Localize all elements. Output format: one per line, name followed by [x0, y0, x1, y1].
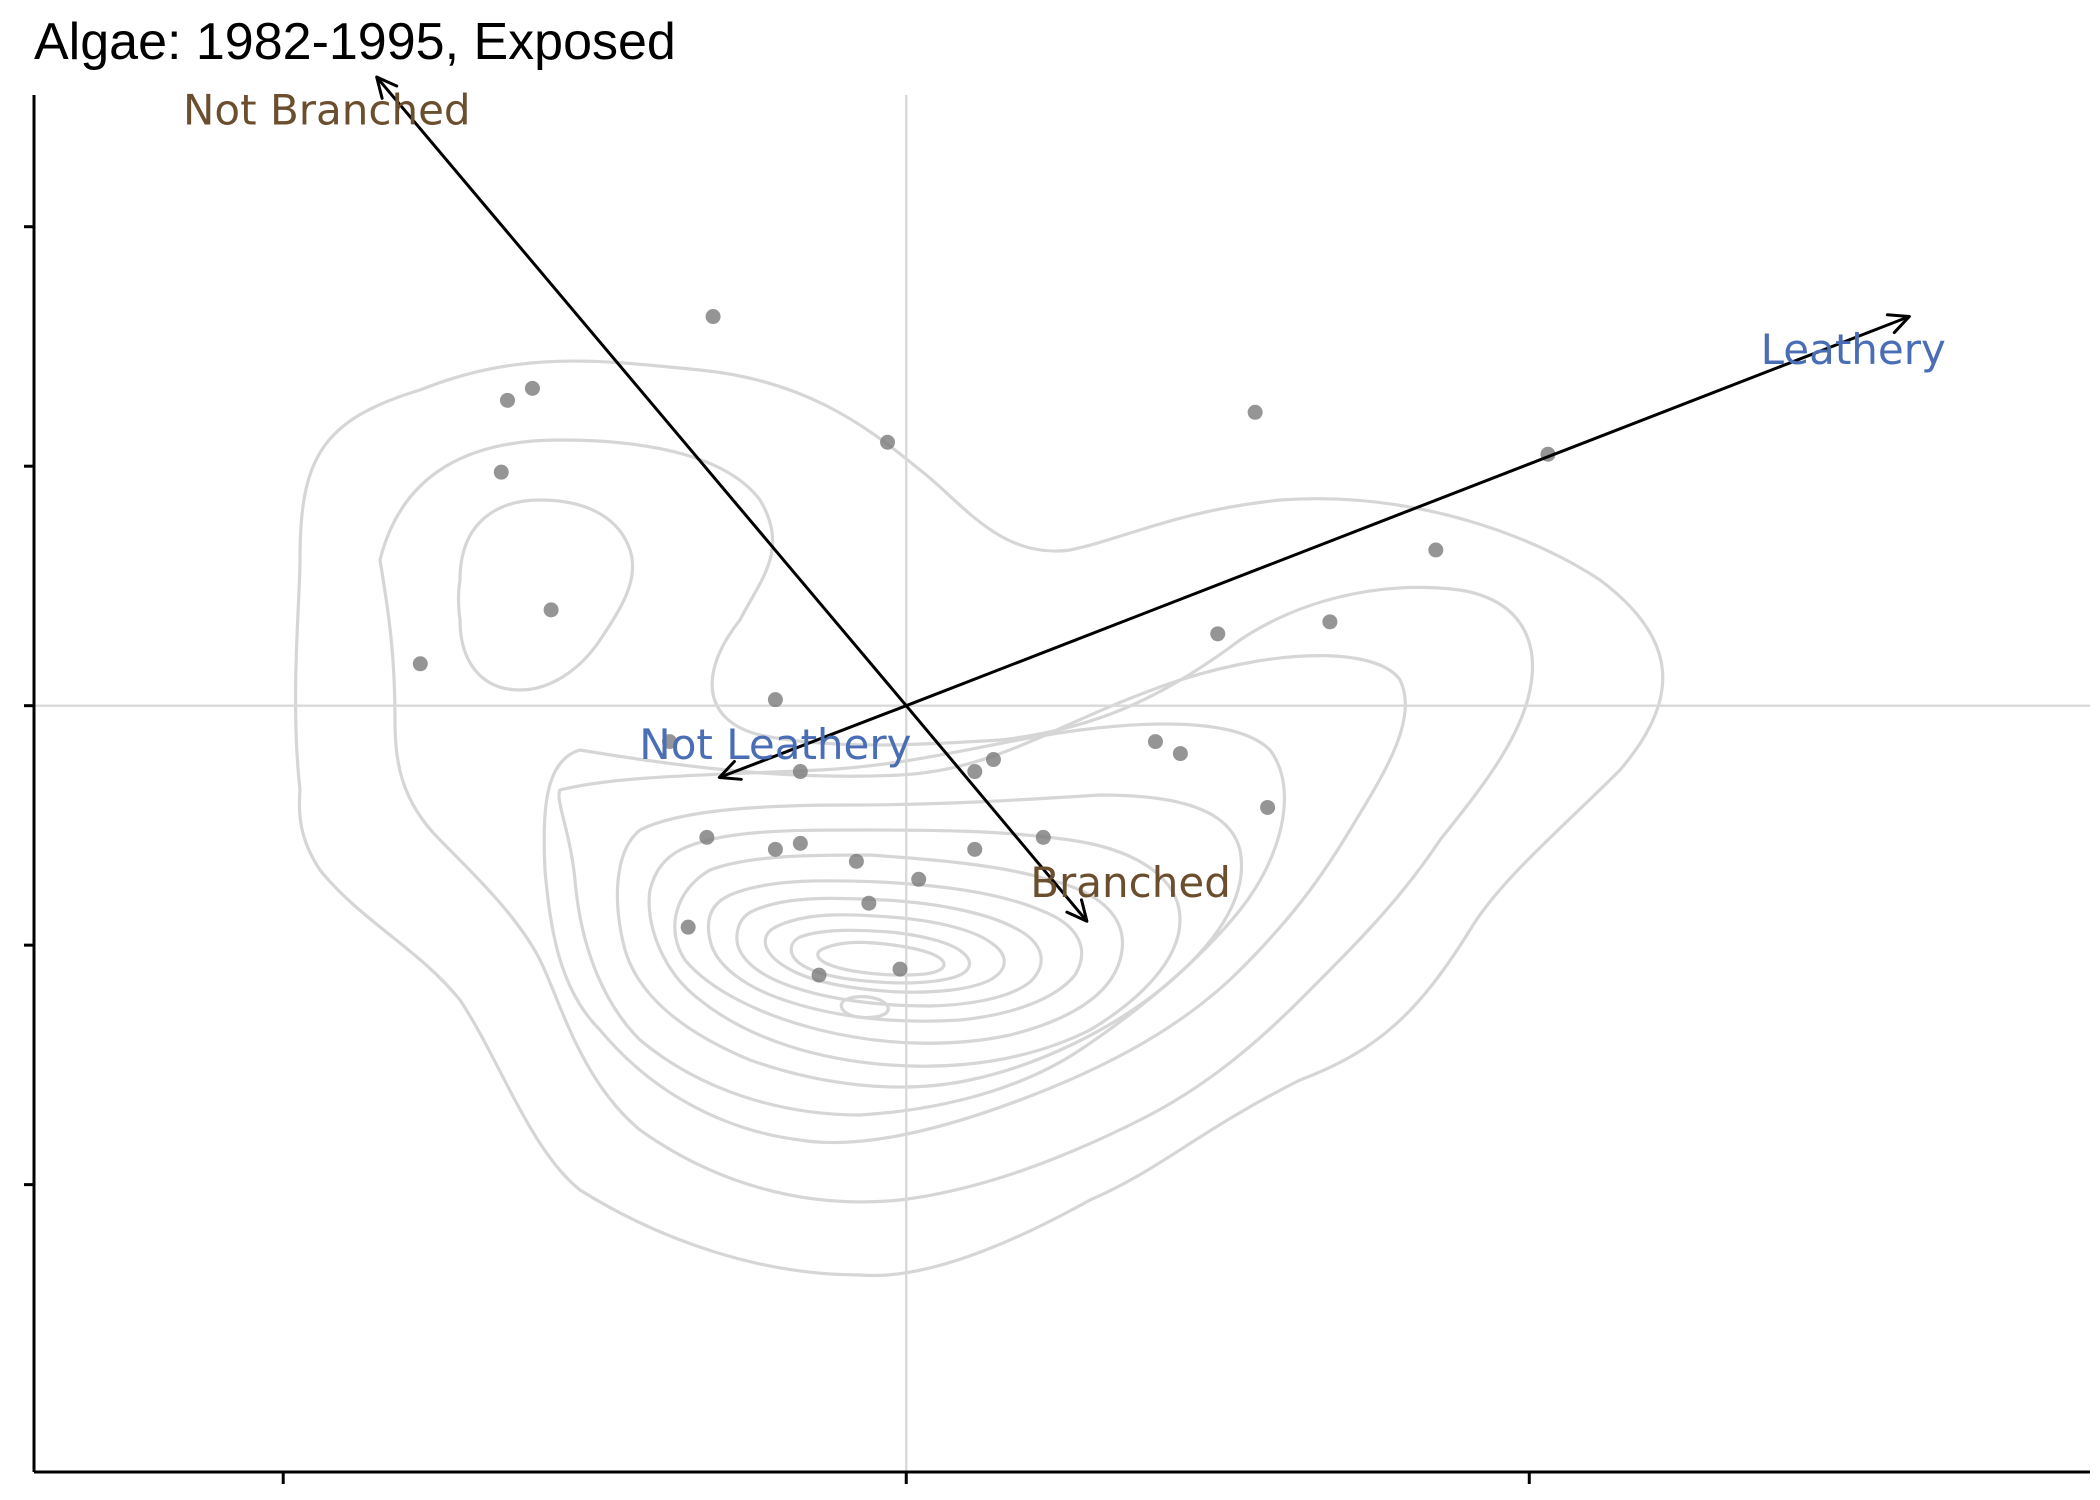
density-contour-14 — [839, 995, 890, 1020]
data-point — [811, 967, 827, 983]
arrowhead-leathery — [1885, 313, 1911, 335]
arrowhead-not-branched — [375, 75, 399, 100]
density-contour-8 — [673, 853, 1125, 1045]
label-not-leathery: Not Leathery — [639, 720, 911, 769]
arrowhead-branched — [1065, 898, 1089, 923]
data-point — [705, 309, 721, 325]
reference-lines — [34, 95, 2090, 1472]
data-point — [792, 835, 808, 851]
density-contour-10 — [735, 896, 1043, 1008]
density-contour-11 — [763, 913, 1006, 994]
label-leathery: Leathery — [1761, 325, 1946, 374]
vector-not-branched — [375, 76, 908, 707]
data-point — [911, 871, 927, 887]
density-contour-9 — [706, 879, 1084, 1023]
density-contour-4 — [542, 654, 1407, 1145]
data-point — [985, 752, 1001, 768]
data-point — [1035, 829, 1051, 845]
data-point — [967, 841, 983, 857]
data-point — [848, 853, 864, 869]
data-point — [699, 829, 715, 845]
density-contour-3 — [456, 498, 635, 692]
data-point — [880, 434, 896, 450]
vector-labels: Not Branched Branched Leathery Not Leathery — [183, 85, 1946, 906]
data-points — [412, 309, 1556, 983]
data-point — [792, 764, 808, 780]
data-point — [543, 602, 559, 618]
density-contour-6 — [615, 793, 1243, 1089]
data-point — [1210, 626, 1226, 642]
data-point — [1247, 404, 1263, 420]
data-point — [680, 919, 696, 935]
density-contour-13 — [816, 940, 946, 977]
data-point — [892, 961, 908, 977]
data-point — [1428, 542, 1444, 558]
data-point — [500, 392, 516, 408]
data-point — [767, 692, 783, 708]
vector-leathery — [905, 315, 1910, 708]
density-contours — [293, 359, 1665, 1278]
density-contour-7 — [647, 828, 1182, 1068]
vector-not-leathery — [718, 704, 907, 779]
arrowhead-not-leathery — [717, 759, 743, 781]
chart-title: Algae: 1982-1995, Exposed — [34, 13, 676, 71]
density-contour-1 — [293, 359, 1665, 1278]
data-point — [1147, 734, 1163, 750]
label-branched: Branched — [1030, 858, 1231, 907]
data-point — [861, 895, 877, 911]
density-contour-12 — [789, 928, 972, 985]
data-point — [524, 380, 540, 396]
data-point — [967, 764, 983, 780]
data-point — [412, 656, 428, 672]
data-point — [493, 464, 509, 480]
data-point — [1172, 746, 1188, 762]
axes — [24, 95, 2090, 1484]
data-point — [661, 734, 677, 750]
density-contour-2 — [378, 438, 1535, 1204]
vector-branched — [905, 704, 1089, 923]
data-point — [767, 841, 783, 857]
data-point — [1260, 799, 1276, 815]
label-not-branched: Not Branched — [183, 85, 471, 134]
data-point — [1322, 614, 1338, 630]
biplot-vectors — [375, 75, 1911, 923]
